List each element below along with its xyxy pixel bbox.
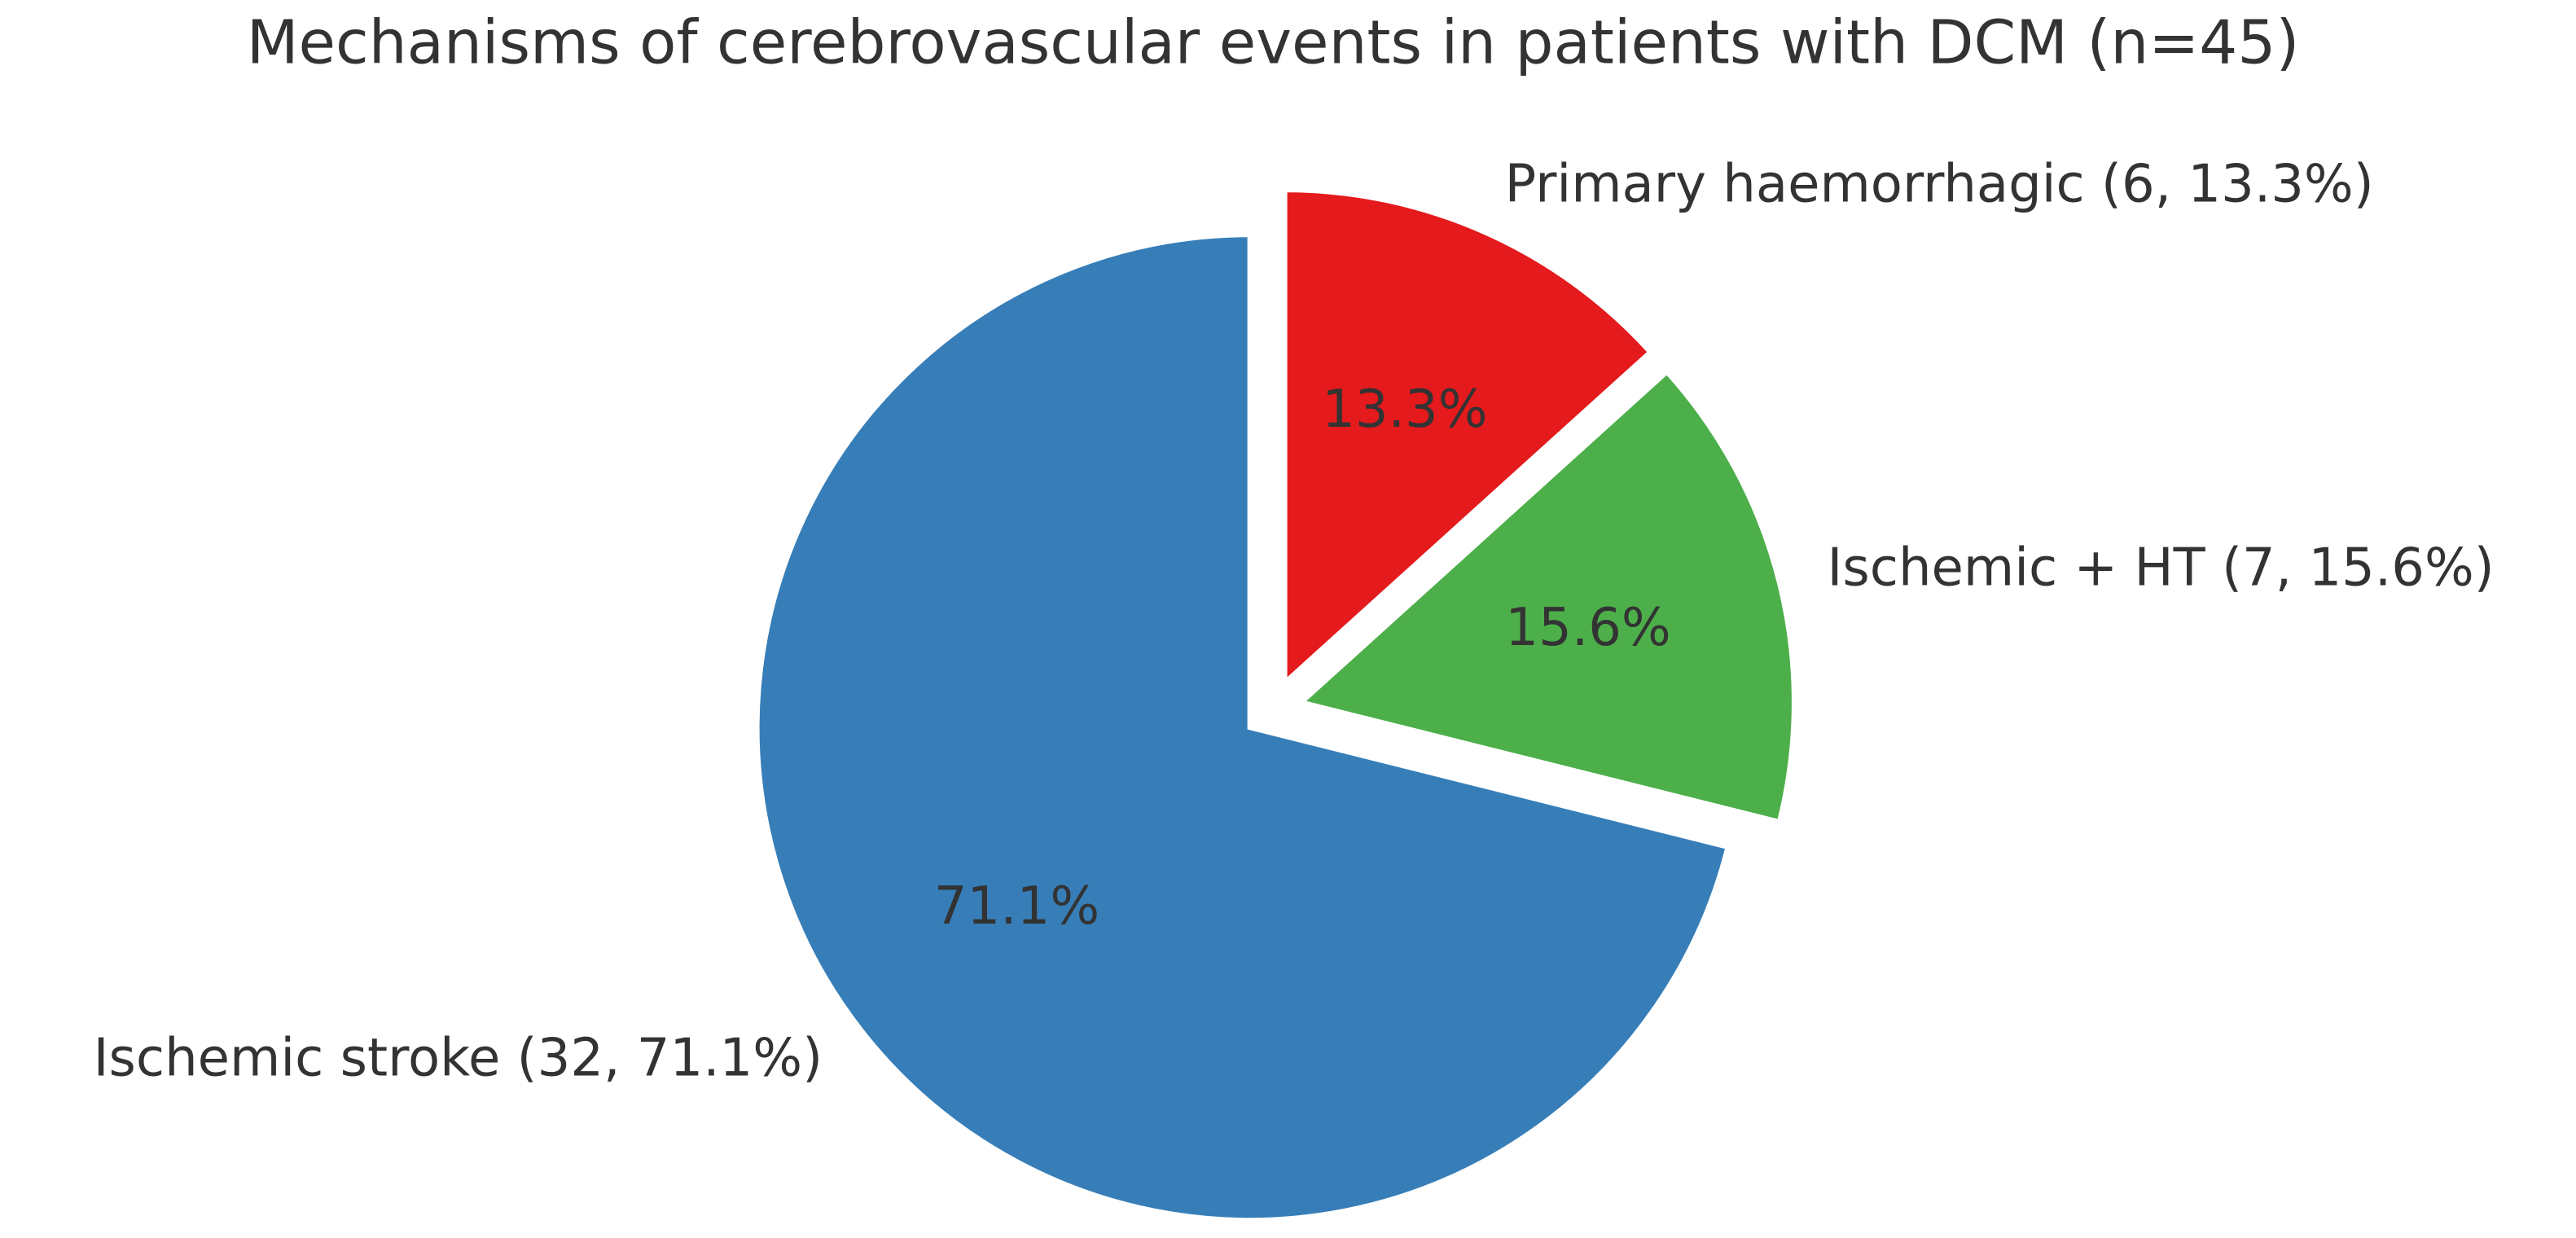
slice-value-label: 71.1% (934, 876, 1099, 937)
slice-category-label: Primary haemorrhagic (6, 13.3%) (1505, 154, 2374, 214)
pie-slice (1282, 187, 1654, 688)
pie-slice (1296, 368, 1797, 825)
slice-value-label: 15.6% (1505, 598, 1670, 658)
slice-value-label: 13.3% (1322, 380, 1487, 440)
pie-slice (754, 232, 1731, 1223)
slice-category-label: Ischemic stroke (32, 71.1%) (94, 1028, 823, 1088)
chart-title: Mechanisms of cerebrovascular events in … (247, 8, 2300, 78)
slice-category-label: Ischemic + HT (7, 15.6%) (1828, 538, 2495, 598)
